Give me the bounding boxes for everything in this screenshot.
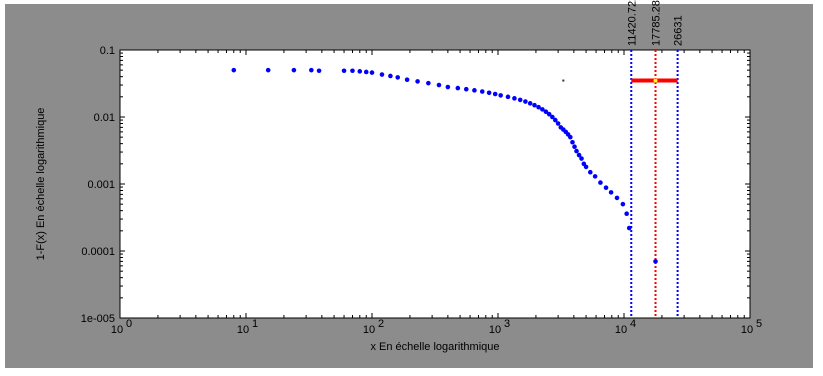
data-point [455, 85, 461, 91]
data-point [546, 111, 552, 117]
data-point [614, 195, 620, 201]
data-point [543, 109, 549, 114]
x-tick-label-exponent: 3 [504, 318, 510, 330]
data-point [603, 185, 609, 191]
y-tick-label: 1e-005 [81, 313, 115, 325]
data-point [576, 152, 582, 158]
threshold-label: 11420.722 [626, 0, 638, 46]
x-tick-label: 10 [237, 324, 249, 336]
data-point [579, 156, 584, 161]
data-point [445, 84, 451, 90]
threshold-lines: 11420.722 17785.284 26631 [626, 0, 685, 318]
y-axis-label: 1-F(x) En échelle logarithmique [35, 108, 47, 261]
data-point [350, 68, 355, 74]
data-point [363, 69, 369, 75]
x-tick-label-exponent: 4 [630, 318, 636, 330]
data-point [395, 75, 401, 80]
data-point [592, 174, 598, 179]
data-point [388, 73, 393, 79]
data-points [231, 67, 658, 264]
data-point [653, 259, 658, 264]
data-point [574, 148, 579, 154]
threshold-label: 26631 [673, 15, 685, 46]
data-point [379, 72, 385, 77]
data-point [620, 201, 626, 207]
data-point [231, 67, 237, 73]
data-point [341, 68, 347, 74]
data-point [265, 67, 271, 73]
data-point [587, 169, 593, 175]
data-point [583, 164, 589, 170]
data-point [436, 82, 442, 88]
data-point [463, 86, 469, 92]
x-tick-label-exponent: 0 [126, 318, 132, 330]
interval-center-marker [653, 78, 658, 83]
data-point [598, 180, 603, 185]
data-point [555, 121, 561, 126]
data-point [369, 70, 375, 75]
threshold-label: 17785.284 [651, 0, 663, 46]
y-tick-label: 0.1 [100, 45, 115, 57]
data-point [505, 94, 511, 100]
data-point [492, 91, 498, 97]
data-point [527, 101, 533, 106]
data-point [626, 225, 632, 231]
data-point [472, 88, 477, 93]
data-point [316, 68, 322, 74]
x-tick-label: 10 [489, 324, 501, 336]
x-axis-label: x En échelle logarithmique [370, 341, 499, 353]
x-tick-label: 10 [615, 324, 627, 336]
x-axis-ticks: 10 0 10 1 10 2 10 3 10 4 10 5 [111, 50, 762, 336]
x-tick-label-exponent: 2 [378, 318, 384, 330]
data-point [357, 69, 363, 74]
x-tick-label: 10 [741, 324, 753, 336]
data-point [517, 97, 523, 103]
data-point [512, 96, 517, 101]
data-point [479, 89, 485, 94]
data-point [486, 90, 492, 96]
interval-markers [562, 78, 678, 83]
isolated-marker [562, 79, 565, 82]
x-tick-label-exponent: 5 [756, 318, 762, 330]
data-point [426, 80, 431, 86]
data-point [570, 139, 575, 145]
y-tick-label: 0.0001 [81, 246, 115, 258]
plot-area [119, 49, 751, 319]
x-tick-label: 10 [363, 324, 375, 336]
data-point [540, 107, 545, 112]
y-tick-label: 0.01 [94, 112, 115, 124]
data-point [624, 211, 629, 217]
x-tick-label-exponent: 1 [252, 318, 258, 330]
y-axis-ticks: 0.1 0.01 0.001 0.0001 1e-005 [81, 45, 750, 325]
data-point [291, 67, 297, 73]
data-point [608, 190, 614, 195]
data-point [553, 117, 558, 123]
data-point [568, 134, 573, 140]
y-tick-label: 0.001 [87, 179, 115, 191]
data-point [532, 102, 537, 108]
data-point [572, 144, 577, 150]
data-point [404, 77, 410, 83]
data-point [415, 79, 420, 84]
data-point [536, 104, 541, 110]
data-point [550, 114, 555, 120]
data-point [498, 93, 503, 98]
x-tick-label: 10 [111, 324, 123, 336]
data-point [523, 99, 528, 104]
data-point [309, 67, 314, 73]
